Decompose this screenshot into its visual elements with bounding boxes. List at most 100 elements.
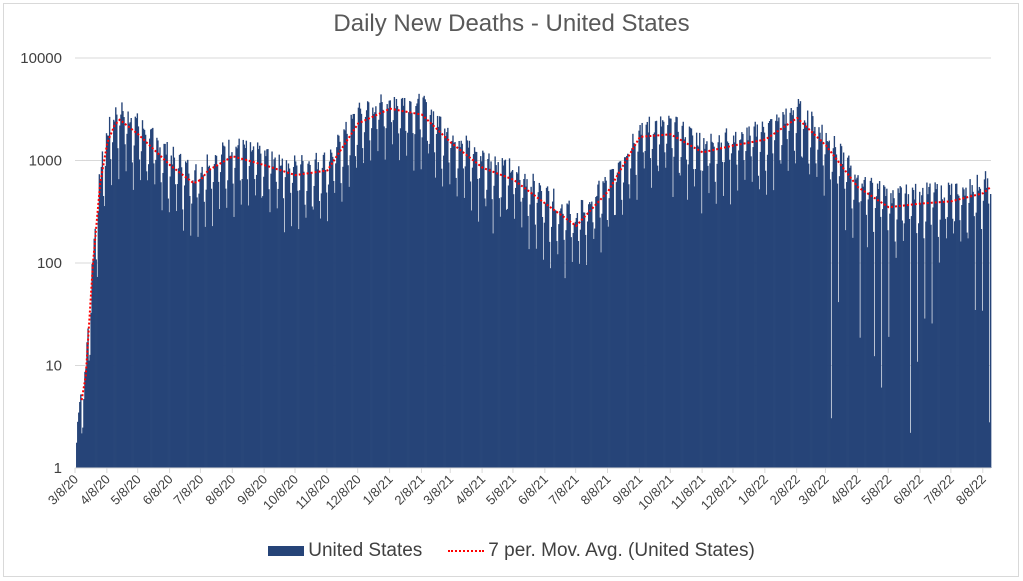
bar [270,173,272,468]
bar [179,153,182,468]
x-tick-label: 1/8/21 [360,472,396,508]
bar [720,142,722,468]
bar [686,199,689,468]
bar [290,226,293,468]
bar [774,140,776,468]
bar [648,116,651,468]
bar [933,192,935,468]
bar [676,117,678,469]
bar [790,108,792,469]
bar [547,191,550,468]
bar [502,165,505,468]
bar [123,117,125,468]
bar [322,154,325,468]
bar [658,144,661,468]
bar [566,203,568,468]
bar [705,144,707,468]
x-tick-label: 2/8/21 [391,472,427,508]
bar [675,116,677,469]
bar [389,100,391,468]
bar [337,134,339,468]
bar [360,113,363,468]
bar [172,146,175,468]
bar [711,141,713,468]
bar [525,186,527,469]
bar [936,184,938,468]
y-tick-label: 10 [45,358,62,375]
bar [706,141,708,468]
bar [544,203,547,469]
bar [422,97,424,469]
bar [800,156,803,468]
bar [420,169,422,469]
x-tick-label: 6/8/22 [890,472,926,508]
bar [456,196,458,468]
bar [108,116,111,469]
bar [533,180,535,468]
bar [380,94,382,469]
bar [453,142,455,468]
bar [143,129,146,468]
bar [892,190,894,468]
bar [604,176,606,469]
bar [817,149,819,469]
bar [142,128,145,468]
bar [152,127,154,468]
bar [330,152,333,468]
bar [643,168,645,468]
bar [505,210,508,468]
bar [174,184,177,468]
bar [165,154,167,468]
bar [150,129,152,468]
bar [879,216,882,468]
bar [235,146,237,468]
bar [763,132,766,468]
x-tick-label: 3/8/20 [45,472,81,508]
bar [78,412,80,468]
bar [813,131,815,468]
x-tick-label: 6/8/21 [515,472,551,508]
bar [252,146,255,469]
bar [286,171,289,469]
bar [914,183,917,468]
bar [513,218,516,468]
bar [452,135,454,469]
bar [242,139,244,468]
bar [455,177,457,468]
bar [838,176,841,469]
bar [224,146,226,468]
bar [979,188,982,468]
bar [497,162,499,468]
legend-item-united-states[interactable]: United States [268,540,422,562]
bar [105,133,108,468]
bar [328,161,331,468]
bar [926,182,928,469]
bar [614,214,617,468]
bar [451,140,453,468]
legend-item-moving-average[interactable]: 7 per. Mov. Avg. (United States) [448,540,755,562]
bar [462,168,464,468]
bar [850,165,852,468]
bar [964,195,966,468]
bar [919,191,921,468]
bar [220,154,223,469]
bar [361,148,364,468]
bar [90,312,92,468]
bar [314,159,316,469]
bar [364,116,367,468]
bar [299,190,301,468]
bar [244,148,247,468]
bar [320,193,323,468]
bar [965,187,967,468]
bar [348,186,350,468]
bar [845,230,847,468]
bar [253,179,256,468]
bar [325,192,328,468]
bar [350,114,352,468]
bar [948,184,951,468]
legend-line-swatch [448,550,485,552]
bar [736,164,738,468]
bar [250,151,253,468]
bar [764,170,767,468]
